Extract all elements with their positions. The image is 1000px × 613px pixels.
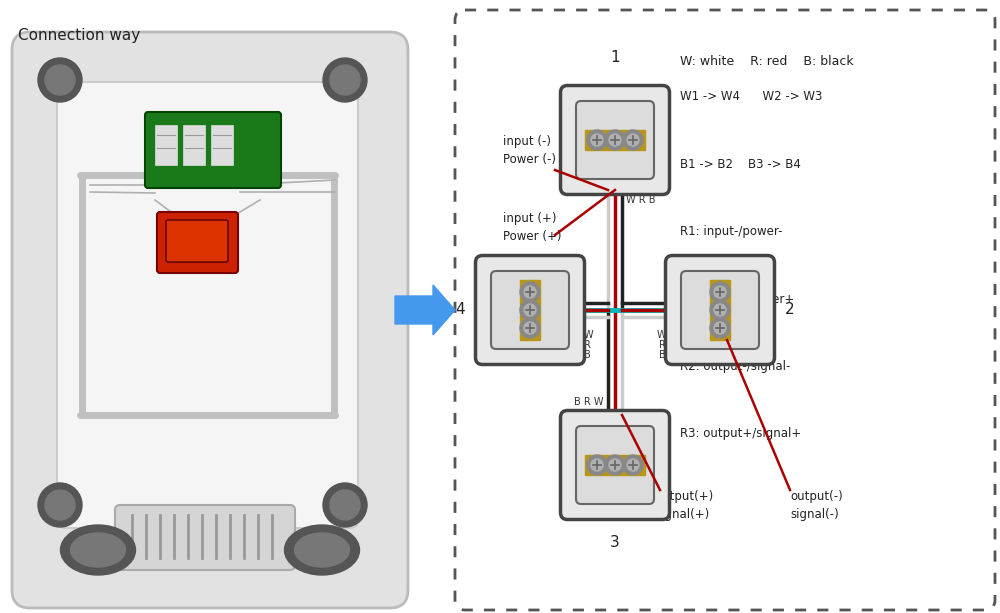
Text: signal(-): signal(-)	[790, 508, 839, 521]
Circle shape	[627, 134, 639, 146]
FancyBboxPatch shape	[145, 112, 281, 188]
Text: W R B: W R B	[626, 195, 656, 205]
FancyBboxPatch shape	[476, 256, 584, 365]
FancyBboxPatch shape	[681, 271, 759, 349]
Ellipse shape	[323, 483, 367, 527]
Circle shape	[591, 134, 603, 146]
Text: input (-): input (-)	[503, 135, 551, 148]
Circle shape	[524, 304, 536, 316]
Text: W
R
B: W R B	[656, 330, 666, 360]
Text: B R W: B R W	[574, 397, 604, 407]
Circle shape	[587, 130, 607, 150]
FancyBboxPatch shape	[57, 82, 358, 528]
Bar	[585, 455, 645, 475]
FancyBboxPatch shape	[576, 426, 654, 504]
Ellipse shape	[294, 533, 350, 567]
Circle shape	[605, 130, 625, 150]
FancyBboxPatch shape	[115, 505, 295, 570]
Circle shape	[520, 318, 540, 338]
Circle shape	[520, 282, 540, 302]
Ellipse shape	[330, 490, 360, 520]
FancyBboxPatch shape	[576, 101, 654, 179]
Circle shape	[623, 130, 643, 150]
Text: Power (+): Power (+)	[503, 230, 562, 243]
FancyBboxPatch shape	[166, 220, 228, 262]
Ellipse shape	[45, 65, 75, 95]
Text: input (+): input (+)	[503, 212, 556, 225]
Text: Connection way: Connection way	[18, 28, 140, 43]
Circle shape	[714, 304, 726, 316]
Bar	[211, 125, 233, 165]
Ellipse shape	[330, 65, 360, 95]
Bar	[155, 125, 177, 165]
Circle shape	[627, 459, 639, 471]
Ellipse shape	[285, 525, 360, 575]
FancyBboxPatch shape	[666, 256, 774, 365]
Circle shape	[714, 322, 726, 334]
Circle shape	[605, 455, 625, 475]
FancyBboxPatch shape	[560, 85, 670, 194]
Circle shape	[524, 322, 536, 334]
Circle shape	[710, 318, 730, 338]
Text: W: white    R: red    B: black: W: white R: red B: black	[680, 55, 854, 68]
Circle shape	[710, 282, 730, 302]
Circle shape	[609, 459, 621, 471]
Text: R1: input-/power-: R1: input-/power-	[680, 225, 782, 238]
Text: 4: 4	[455, 302, 465, 318]
Circle shape	[520, 300, 540, 320]
Ellipse shape	[60, 525, 136, 575]
FancyBboxPatch shape	[12, 32, 408, 608]
Bar	[585, 130, 645, 150]
Text: R3: output+/signal+: R3: output+/signal+	[680, 427, 801, 441]
Text: 3: 3	[610, 535, 620, 550]
Circle shape	[524, 286, 536, 298]
Text: W
R
B: W R B	[584, 330, 594, 360]
Text: W1 -> W4      W2 -> W3: W1 -> W4 W2 -> W3	[680, 90, 822, 103]
Text: Power (-): Power (-)	[503, 153, 556, 166]
Circle shape	[710, 300, 730, 320]
Circle shape	[609, 134, 621, 146]
Ellipse shape	[45, 490, 75, 520]
Bar	[710, 280, 730, 340]
Ellipse shape	[70, 533, 126, 567]
Text: 1: 1	[610, 50, 620, 65]
Circle shape	[591, 459, 603, 471]
Bar	[183, 125, 205, 165]
Text: B1 -> B2    B3 -> B4: B1 -> B2 B3 -> B4	[680, 158, 801, 170]
FancyArrow shape	[395, 285, 455, 335]
FancyBboxPatch shape	[560, 411, 670, 519]
Text: 2: 2	[785, 302, 795, 318]
Bar	[520, 280, 540, 340]
Text: output(+): output(+)	[655, 490, 713, 503]
Text: output(-): output(-)	[790, 490, 843, 503]
Circle shape	[623, 455, 643, 475]
Ellipse shape	[38, 58, 82, 102]
Text: R4: input+/power+: R4: input+/power+	[680, 292, 794, 305]
Text: R2: output-/signal-: R2: output-/signal-	[680, 360, 790, 373]
Circle shape	[714, 286, 726, 298]
FancyBboxPatch shape	[491, 271, 569, 349]
FancyBboxPatch shape	[157, 212, 238, 273]
Ellipse shape	[38, 483, 82, 527]
FancyBboxPatch shape	[455, 10, 995, 610]
Circle shape	[587, 455, 607, 475]
Text: signal(+): signal(+)	[655, 508, 709, 521]
Ellipse shape	[323, 58, 367, 102]
